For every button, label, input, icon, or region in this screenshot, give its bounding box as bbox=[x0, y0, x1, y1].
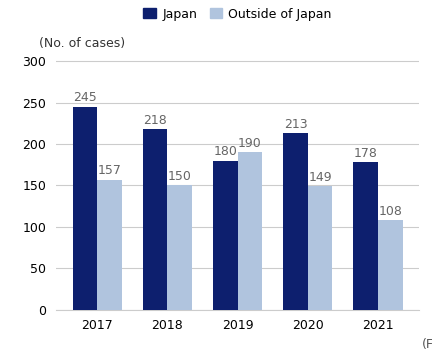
Text: 180: 180 bbox=[213, 145, 237, 158]
Text: 218: 218 bbox=[143, 114, 167, 127]
Bar bbox=[308, 186, 332, 310]
Text: 150: 150 bbox=[168, 170, 192, 183]
Bar bbox=[213, 161, 238, 310]
Legend: Japan, Outside of Japan: Japan, Outside of Japan bbox=[139, 2, 337, 25]
Text: 213: 213 bbox=[284, 118, 307, 131]
Text: 245: 245 bbox=[73, 91, 97, 104]
Bar bbox=[168, 186, 192, 310]
Bar bbox=[378, 220, 403, 310]
Text: 190: 190 bbox=[238, 137, 262, 150]
Bar bbox=[353, 162, 378, 310]
Text: (No. of cases): (No. of cases) bbox=[39, 37, 125, 50]
Text: 157: 157 bbox=[98, 164, 121, 177]
Bar bbox=[143, 129, 168, 310]
Bar bbox=[73, 107, 97, 310]
Bar bbox=[97, 180, 122, 310]
Bar bbox=[283, 133, 308, 310]
Text: 178: 178 bbox=[354, 147, 378, 160]
Text: 108: 108 bbox=[378, 205, 402, 218]
Text: (FY): (FY) bbox=[422, 338, 432, 351]
Bar bbox=[238, 152, 262, 310]
Text: 149: 149 bbox=[308, 171, 332, 184]
